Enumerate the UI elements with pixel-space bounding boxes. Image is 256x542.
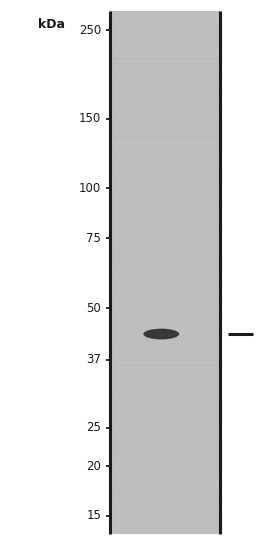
Text: 25: 25 xyxy=(86,421,101,434)
Text: 15: 15 xyxy=(86,509,101,522)
Text: 250: 250 xyxy=(79,24,101,37)
Bar xyxy=(110,11,220,534)
Text: 37: 37 xyxy=(86,353,101,366)
Text: 150: 150 xyxy=(79,112,101,125)
Text: 100: 100 xyxy=(79,182,101,195)
Text: 20: 20 xyxy=(86,460,101,473)
Text: 50: 50 xyxy=(86,301,101,314)
Text: 75: 75 xyxy=(86,231,101,244)
Ellipse shape xyxy=(143,328,179,339)
Text: kDa: kDa xyxy=(38,18,65,31)
